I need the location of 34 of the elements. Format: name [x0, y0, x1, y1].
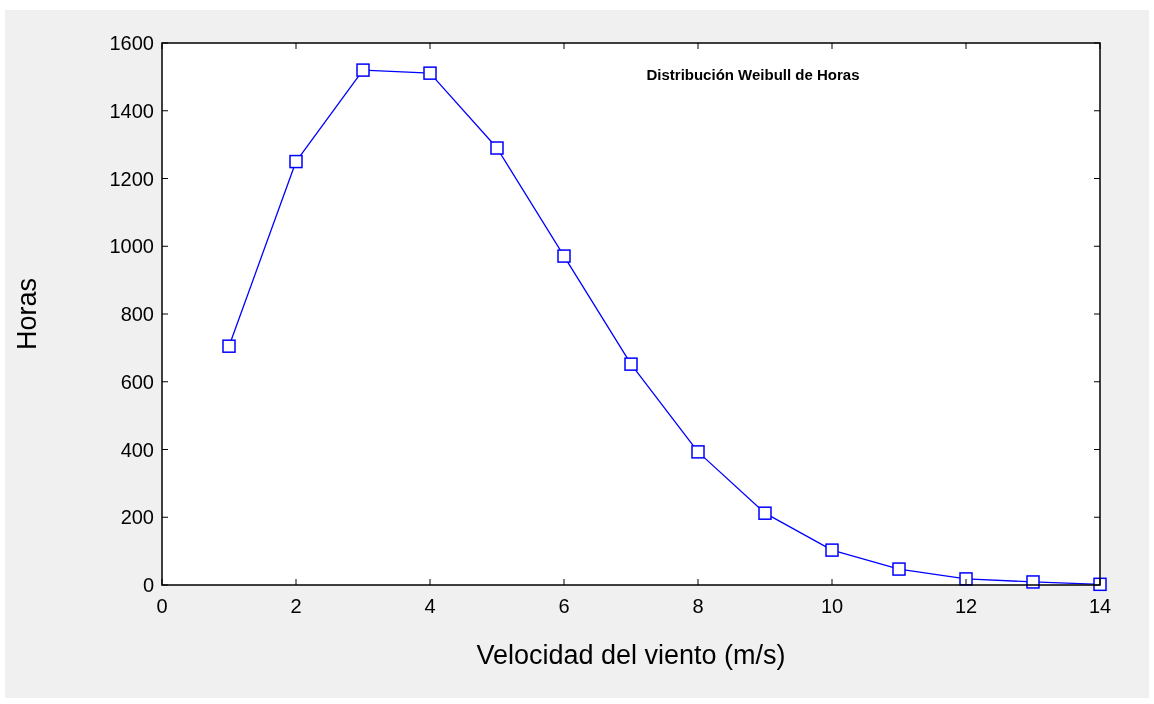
x-tick-label: 8 [692, 595, 704, 617]
point [892, 562, 906, 576]
x-tick-label: 0 [156, 595, 168, 617]
y-tick-label: 0 [142, 574, 154, 596]
point [691, 445, 705, 459]
x-tick-label: 12 [954, 595, 978, 617]
point [825, 543, 839, 557]
point [490, 141, 504, 155]
y-tick-label: 400 [120, 438, 154, 461]
y-tick-label: 600 [120, 370, 154, 393]
y-axis-title: Horas [12, 277, 42, 351]
y-tick-label: 1400 [109, 99, 154, 122]
point [557, 249, 571, 263]
point [356, 63, 370, 77]
y-tick-label: 1200 [109, 167, 154, 190]
point [222, 339, 236, 353]
y-tick-label: 1600 [109, 32, 154, 54]
point [289, 154, 303, 169]
x-tick-label: 4 [424, 595, 436, 617]
x-tick-label: 10 [820, 595, 844, 617]
x-axis-title: Velocidad del viento (m/s) [476, 640, 786, 670]
y-tick-label: 200 [120, 506, 154, 529]
x-tick-label: 6 [558, 595, 570, 617]
point [624, 357, 638, 371]
point [423, 66, 437, 80]
point [1093, 577, 1107, 592]
text: Distribución Weibull de Horas [646, 66, 860, 83]
x-tick-label: 14 [1088, 595, 1112, 617]
x-tick-label: 2 [290, 595, 302, 617]
point [959, 572, 973, 586]
y-tick-label: 1000 [109, 235, 154, 258]
point [758, 506, 772, 520]
point [1026, 575, 1040, 589]
y-tick-label: 800 [120, 303, 154, 325]
